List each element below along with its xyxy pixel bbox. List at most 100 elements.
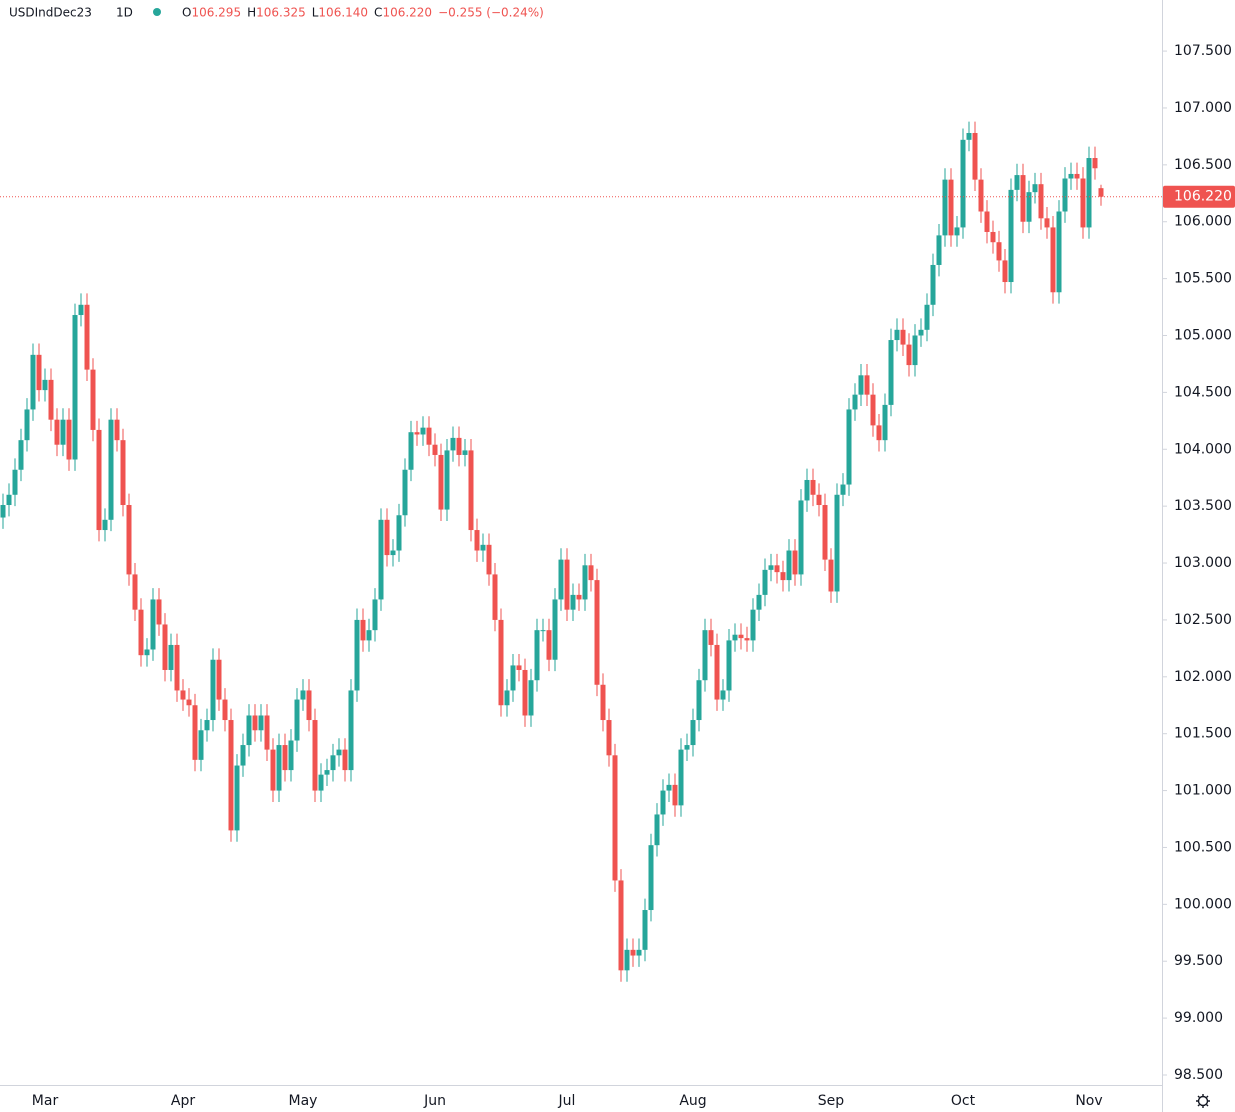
candle-body <box>264 715 270 750</box>
y-tick-label: 100.000 <box>1174 896 1232 912</box>
candle-body <box>822 505 828 560</box>
y-tick-label: 103.500 <box>1174 498 1232 514</box>
candle-body <box>336 749 342 756</box>
candle-body <box>1050 227 1056 293</box>
candle-body <box>492 574 498 620</box>
candle-body <box>768 565 774 570</box>
candle-body <box>522 669 528 716</box>
candle-body <box>1074 173 1080 179</box>
candle-body <box>1026 192 1032 222</box>
y-tick-label: 102.000 <box>1174 669 1232 685</box>
candle-body <box>852 394 858 410</box>
candle-body <box>126 505 132 575</box>
candle-body <box>738 634 744 639</box>
candle-body <box>936 235 942 265</box>
ohlc-key: H <box>247 6 256 20</box>
gear[interactable] <box>1197 1095 1209 1107</box>
candle-body <box>372 599 378 631</box>
candle-body <box>810 479 816 495</box>
x-tick-label: Sep <box>818 1093 845 1109</box>
y-tick-label: 99.000 <box>1174 1010 1223 1026</box>
candle-body <box>240 745 246 766</box>
y-tick-label: 100.500 <box>1174 839 1232 855</box>
candle-body <box>780 572 786 581</box>
y-tick-label: 107.500 <box>1174 43 1232 59</box>
candle-body <box>984 211 990 232</box>
ohlc-value: 106.220 <box>382 6 432 20</box>
candle-body <box>78 304 84 316</box>
candle-body <box>1044 218 1050 228</box>
y-tick-label: 106.500 <box>1174 157 1232 173</box>
candle-body <box>162 624 168 670</box>
candle-body <box>30 354 36 410</box>
candle-body <box>456 437 462 455</box>
candle-body <box>144 649 150 656</box>
interval: 1D <box>116 6 133 20</box>
candle-body <box>528 680 534 716</box>
candle-body <box>678 749 684 806</box>
status-dot <box>153 8 161 16</box>
candle-body <box>408 432 414 470</box>
candle-body <box>972 132 978 180</box>
candle-body <box>66 419 72 460</box>
candle-body <box>468 450 474 531</box>
y-tick-label: 103.000 <box>1174 555 1232 571</box>
candle-body <box>636 949 642 956</box>
candle-body <box>576 594 582 600</box>
candle-body <box>402 469 408 516</box>
candle-body <box>294 699 300 741</box>
candle-body <box>174 644 180 691</box>
last-price-label: 106.220 <box>1174 189 1232 205</box>
candle-body <box>918 329 924 336</box>
candle-body <box>624 949 630 971</box>
candle-body <box>12 469 18 495</box>
candle-body <box>366 630 372 641</box>
candle-body <box>180 690 186 700</box>
y-tick-label: 99.500 <box>1174 953 1223 969</box>
candle-body <box>216 659 222 700</box>
candle-body <box>0 505 6 518</box>
candle-body <box>462 450 468 455</box>
candle-body <box>42 379 48 391</box>
candle-body <box>6 494 12 506</box>
candle-body <box>834 494 840 592</box>
candle-body <box>726 640 732 691</box>
candle-body <box>138 609 144 656</box>
settings-icon[interactable] <box>1196 1094 1210 1108</box>
candle-body <box>582 565 588 600</box>
candle-body <box>96 429 102 531</box>
candle-body <box>858 375 864 395</box>
candle-body <box>318 774 324 791</box>
candle-body <box>156 599 162 625</box>
candle-body <box>204 720 210 731</box>
candle-body <box>414 432 420 435</box>
ohlc-key: O <box>182 6 191 20</box>
candle-body <box>744 638 750 641</box>
candle-body <box>420 427 426 435</box>
candle-body <box>1080 178 1086 228</box>
candle-body <box>60 419 66 445</box>
candle-body <box>1020 175 1026 222</box>
candle-body <box>108 419 114 520</box>
candle-body <box>846 409 852 485</box>
candle-body <box>732 634 738 641</box>
candle-body <box>222 699 228 721</box>
candle-body <box>930 264 936 305</box>
candle-body <box>816 494 822 506</box>
candle-body <box>798 500 804 575</box>
y-tick-label: 101.000 <box>1174 783 1232 799</box>
ohlc-key: L <box>312 6 319 20</box>
candle-body <box>498 619 504 706</box>
candle-body <box>150 599 156 650</box>
candle-body <box>324 770 330 775</box>
candle-body <box>480 544 486 551</box>
candle-body <box>672 784 678 806</box>
candle-body <box>900 329 906 345</box>
candle-body <box>1098 188 1104 197</box>
candle-body <box>132 574 138 610</box>
candle-body <box>876 425 882 441</box>
candle-body <box>924 304 930 330</box>
candle-body <box>792 550 798 575</box>
